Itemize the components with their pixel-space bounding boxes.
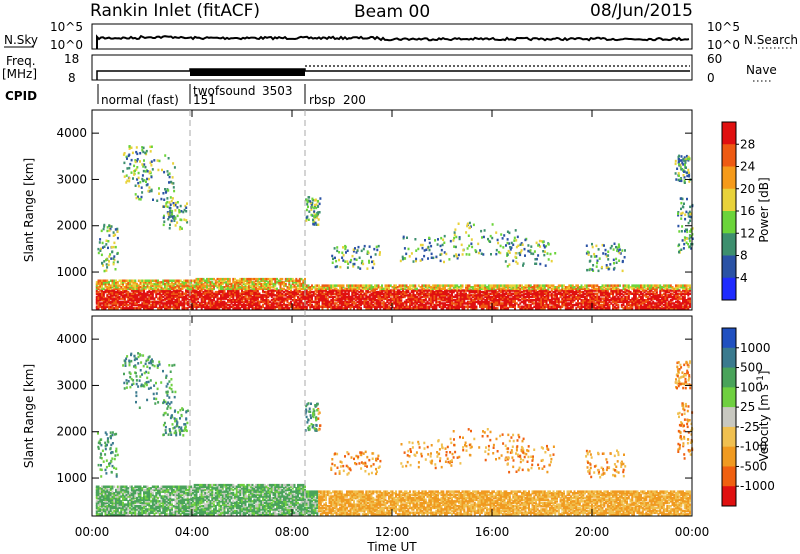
velocity-colorbar-segment <box>722 367 736 388</box>
power-colorbar-tick-label: 12 <box>740 226 755 240</box>
freq-frame <box>91 54 693 81</box>
ytick-label: 4000 <box>56 126 87 140</box>
freq-label-1: Freq. <box>6 54 36 68</box>
power-colorbar-tick-label: 20 <box>740 182 755 196</box>
freq-tick-bottom: 8 <box>68 71 76 85</box>
freq-twofsound-band <box>190 69 305 76</box>
velocity-colorbar-segment <box>722 347 736 369</box>
mode-twofsound-label: twofsound <box>193 84 256 98</box>
velocity-colorbar-segment <box>722 486 736 507</box>
date-title: 08/Jun/2015 <box>590 1 693 21</box>
mode-twofsound-id2: 151 <box>193 93 216 107</box>
power-colorbar-segment <box>722 233 736 256</box>
power-colorbar-segment <box>722 211 736 234</box>
power-colorbar-tick-label: 28 <box>740 137 755 151</box>
power-colorbar-segment <box>722 188 736 212</box>
ytick-label: 3000 <box>56 378 87 392</box>
freq-panel: Freq. [MHz] 18 8 60 0 Nave <box>2 52 777 85</box>
power-colorbar-segment <box>722 144 736 167</box>
power-colorbar-tick-label: 24 <box>740 160 755 174</box>
time-axis: 00:00 04:00 08:00 12:00 16:00 20:00 00:00 <box>75 110 710 539</box>
velocity-colorbar-segment <box>722 446 736 467</box>
power-scatter-layer <box>95 145 694 310</box>
freq-trace <box>96 68 690 80</box>
freq-tick-top: 18 <box>64 52 79 66</box>
power-colorbar-segment <box>722 122 736 145</box>
power-cbar-label: Power [dB] <box>757 177 771 242</box>
mode-normal-label: normal (fast) <box>101 93 179 107</box>
power-colorbar: 28 24 20 16 12 8 4 <box>721 121 755 301</box>
nsky-tick-top: 10^5 <box>50 20 83 34</box>
ytick-label: 1000 <box>56 265 87 279</box>
xtick-label: 16:00 <box>475 525 510 539</box>
power-colorbar-segment <box>722 255 736 279</box>
velocity-colorbar: 1000 500 100 25 -25 -100 -500 -1000 <box>721 327 775 507</box>
velocity-colorbar-tick-label: 25 <box>740 400 755 414</box>
power-ylabel: Slant Range [km] <box>22 158 36 262</box>
xtick-label: 00:00 <box>675 525 710 539</box>
velocity-colorbar-tick-label: 500 <box>740 361 763 375</box>
freq-label-2: [MHz] <box>2 67 37 81</box>
xtick-label: 00:00 <box>75 525 110 539</box>
power-yticks: 1000 2000 3000 4000 <box>56 126 692 279</box>
nave-tick-bottom: 0 <box>707 71 715 85</box>
velocity-colorbar-tick-label: -1000 <box>740 479 775 493</box>
nave-label: Nave <box>746 63 777 77</box>
ytick-label: 2000 <box>56 425 87 439</box>
cpid-row: CPID normal (fast) twofsound 3503 151 rb… <box>5 84 366 107</box>
nsky-frame <box>91 23 693 50</box>
power-colorbar-tick-label: 8 <box>740 249 748 263</box>
velocity-colorbar-tick-label: -500 <box>740 459 767 473</box>
ytick-label: 3000 <box>56 172 87 186</box>
velocity-ylabel: Slant Range [km] <box>22 364 36 468</box>
velocity-colorbar-segment <box>722 426 736 448</box>
mode-rbsp-id: 200 <box>343 93 366 107</box>
nave-tick-top: 60 <box>707 52 722 66</box>
nsky-panel: N.Sky 10^5 10^0 10^5 10^0 N.Search <box>4 20 798 52</box>
cpid-label: CPID <box>5 89 37 103</box>
velocity-colorbar-tick-label: -25 <box>740 420 760 434</box>
station-title: Rankin Inlet (fitACF) <box>90 1 260 21</box>
mode-rbsp-label: rbsp <box>309 93 335 107</box>
velocity-colorbar-segment <box>722 328 736 349</box>
nsearch-tick-top: 10^5 <box>707 20 740 34</box>
nsearch-label: N.Search <box>744 33 798 47</box>
xtick-label: 08:00 <box>275 525 310 539</box>
velocity-colorbar-segment <box>722 387 736 408</box>
velocity-panel: 1000 2000 3000 4000 Slant Range [km] 1000 50… <box>22 315 775 517</box>
velocity-colorbar-frame <box>721 327 737 507</box>
power-colorbar-tick-label: 4 <box>740 271 748 285</box>
ytick-label: 2000 <box>56 219 87 233</box>
velocity-colorbar-tick-label: 100 <box>740 380 763 394</box>
nsky-trace <box>96 34 690 49</box>
xtick-label: 12:00 <box>375 525 410 539</box>
nsky-label: N.Sky <box>4 33 38 47</box>
power-colorbar-tick-label: 16 <box>740 204 755 218</box>
velocity-yticks: 1000 2000 3000 4000 <box>56 332 692 485</box>
power-colorbar-segment <box>722 166 736 190</box>
velocity-colorbar-segment <box>722 407 736 428</box>
velocity-colorbar-tick-label: 1000 <box>740 341 771 355</box>
mode-twofsound-id: 3503 <box>262 84 293 98</box>
nsky-tick-bottom: 10^0 <box>50 38 83 52</box>
time-axis-label: Time UT <box>366 540 417 554</box>
ytick-label: 1000 <box>56 471 87 485</box>
velocity-cbar-label: Velocity [m s-1] <box>756 371 771 462</box>
velocity-colorbar-tick-label: -100 <box>740 440 767 454</box>
beam-title: Beam 00 <box>354 2 430 22</box>
xtick-label: 20:00 <box>575 525 610 539</box>
xtick-label: 04:00 <box>175 525 210 539</box>
nsearch-tick-bottom: 10^0 <box>707 38 740 52</box>
velocity-scatter-layer <box>95 352 694 516</box>
power-panel: 1000 2000 3000 4000 Slant Range [km] 28 24 20… <box>22 109 771 311</box>
power-colorbar-segment <box>722 277 736 301</box>
velocity-colorbar-segment <box>722 466 736 487</box>
ytick-label: 4000 <box>56 332 87 346</box>
